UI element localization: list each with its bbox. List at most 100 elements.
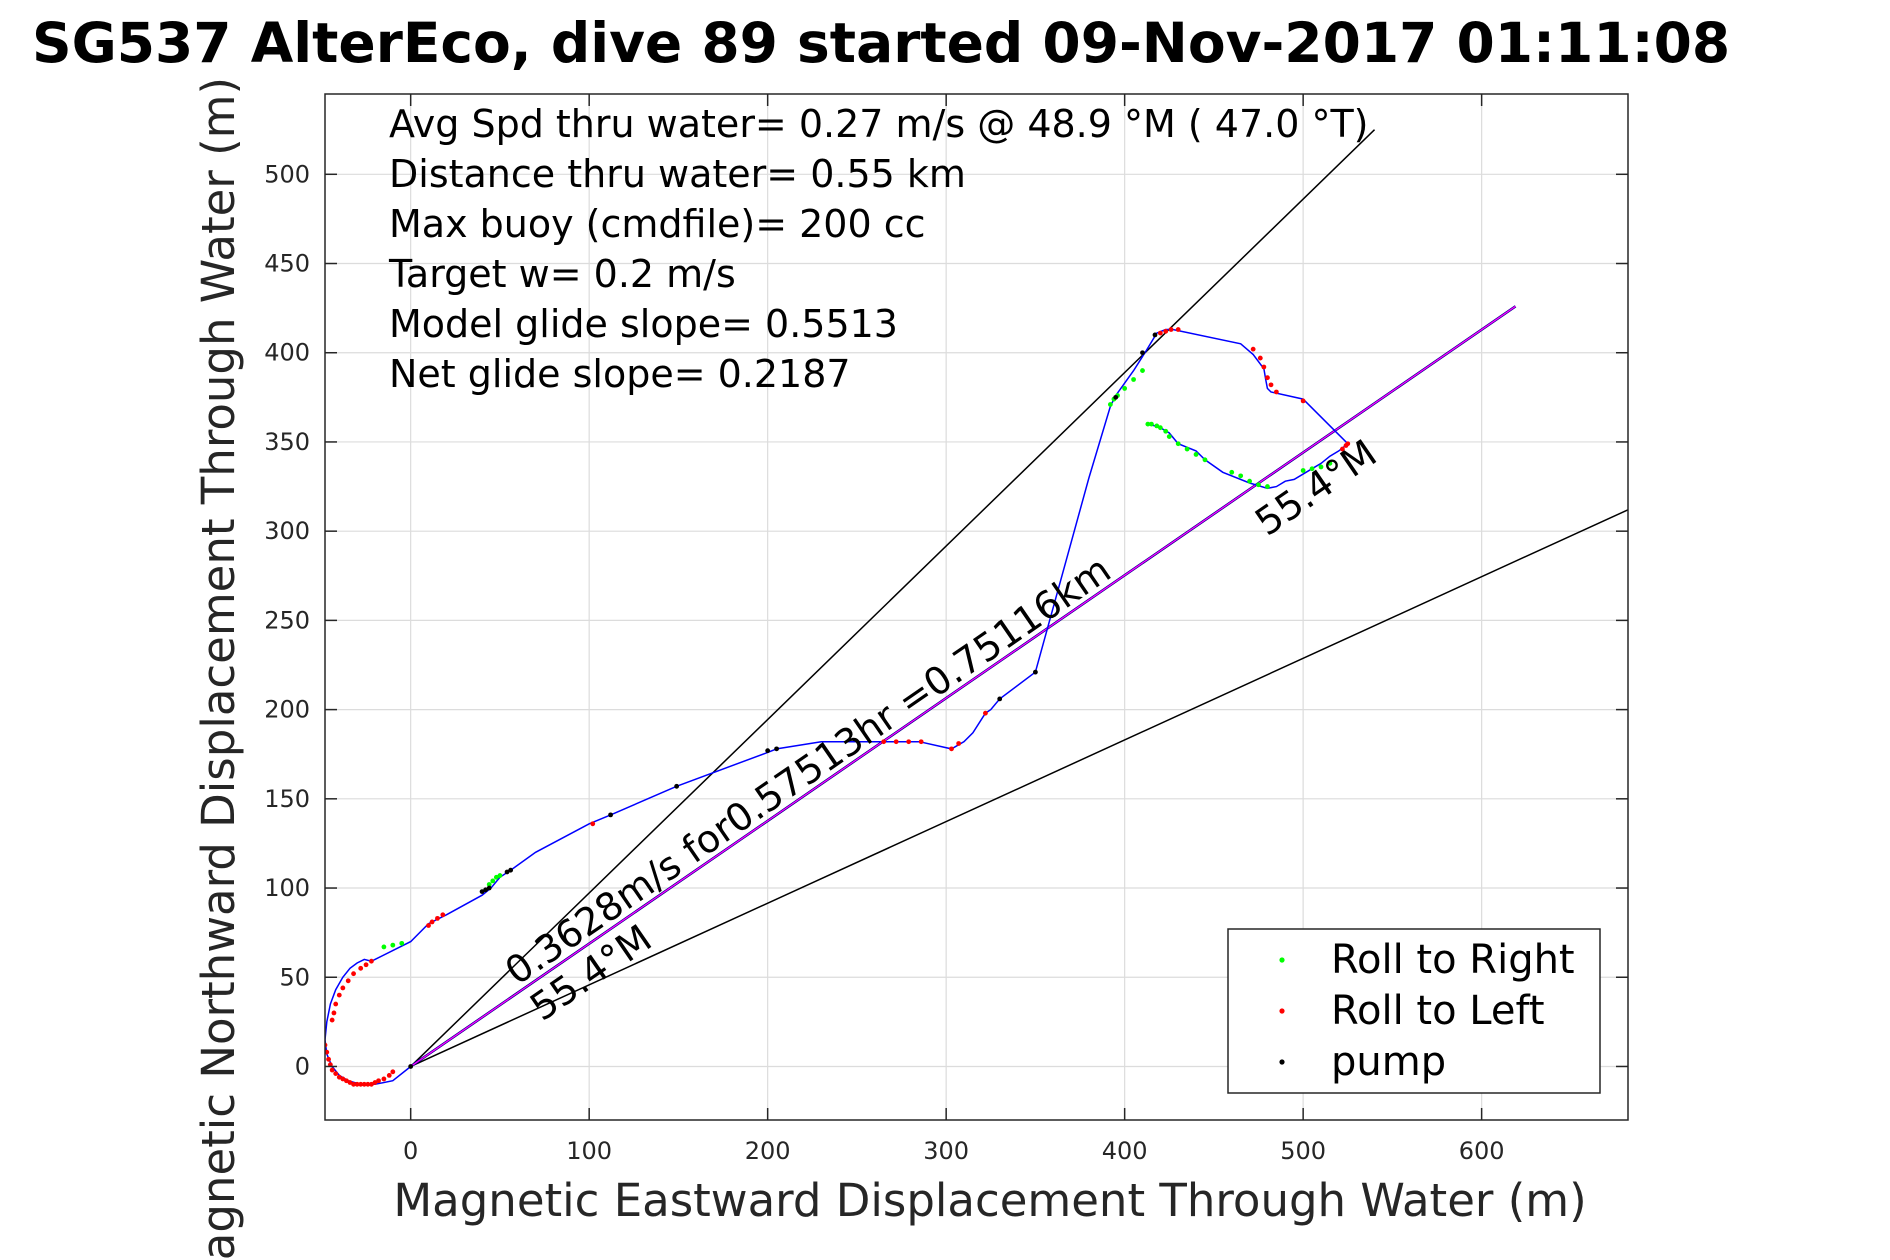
roll-left-point: [376, 1078, 381, 1084]
roll-left-point: [1257, 355, 1263, 361]
roll-left-point: [1340, 446, 1345, 452]
roll-right-point: [1318, 464, 1324, 470]
legend-marker-roll-left: [1279, 1008, 1285, 1014]
roll-right-point: [490, 878, 496, 884]
y-tick-label: 300: [264, 517, 310, 545]
roll-right-point: [1154, 423, 1160, 429]
model-heading-line: [410, 305, 1516, 1068]
roll-left-point: [1250, 346, 1256, 352]
roll-left-point: [351, 1081, 356, 1087]
roll-left-point: [329, 1017, 335, 1023]
roll-left-point: [325, 1049, 330, 1055]
y-tick-label: 400: [264, 339, 310, 367]
speed-annotation: 0.3628m/s for0.57513hr =0.75116km: [497, 547, 1118, 993]
cone-lower-line: [410, 509, 1628, 1068]
x-tick-label: 100: [566, 1137, 612, 1165]
roll-left-point: [336, 992, 342, 998]
pump-point: [1140, 350, 1145, 356]
x-tick-label: 500: [1280, 1137, 1326, 1165]
legend: Roll to Right Roll to Left pump: [1227, 928, 1601, 1094]
roll-left-point: [345, 978, 351, 984]
y-tick-label: 500: [264, 160, 310, 188]
pump-point: [674, 783, 680, 789]
grid: [325, 94, 1628, 1120]
roll-right-point: [1327, 460, 1333, 466]
roll-right-point: [1229, 469, 1235, 475]
roll-left-point: [1345, 441, 1351, 447]
pump-point: [479, 889, 485, 895]
roll-right-point: [1166, 434, 1172, 439]
roll-right-point: [1300, 468, 1306, 473]
legend-label-roll-left: Roll to Left: [1331, 988, 1545, 1034]
roll-right-point: [486, 882, 492, 887]
dive-statistics: Avg Spd thru water= 0.27 m/s @ 48.9 °M (…: [388, 102, 1369, 396]
roll-left-point: [363, 962, 369, 968]
x-axis-label: Magnetic Eastward Displacement Through W…: [393, 1174, 1586, 1227]
roll-right-point: [1184, 446, 1190, 452]
roll-left-point: [365, 1081, 371, 1087]
roll-left-point: [347, 1080, 353, 1085]
legend-marker-roll-right: [1279, 957, 1285, 963]
info-avg-speed: Avg Spd thru water= 0.27 m/s @ 48.9 °M (…: [389, 102, 1369, 146]
y-axis-label: Magnetic Northward Displacement Through …: [192, 77, 245, 1260]
roll-left-point: [344, 1078, 349, 1084]
x-tick-label: 0: [403, 1137, 418, 1165]
roll-right-point: [1107, 402, 1113, 407]
roll-left-point: [358, 1081, 364, 1087]
roll-right-point: [1265, 484, 1270, 489]
pump-point: [765, 748, 771, 754]
roll-left-point: [435, 915, 440, 921]
legend-label-pump: pump: [1331, 1039, 1446, 1085]
roll-left-point: [956, 741, 962, 746]
data-markers: [325, 327, 1351, 1087]
pump-point: [408, 1064, 414, 1069]
track-line: [325, 328, 1349, 1086]
roll-right-point: [381, 944, 387, 950]
legend-label-roll-right: Roll to Right: [1331, 937, 1575, 983]
roll-left-point: [1157, 330, 1163, 336]
roll-left-point: [381, 1076, 387, 1082]
roll-left-point: [331, 1010, 337, 1016]
pump-point: [486, 885, 492, 891]
roll-left-point: [590, 821, 596, 827]
roll-right-point: [1131, 377, 1136, 382]
roll-left-point: [1261, 364, 1267, 370]
y-tick-label: 350: [264, 428, 310, 456]
roll-right-point: [1122, 386, 1128, 391]
roll-right-point: [1140, 368, 1145, 373]
reference-lines: [409, 129, 1628, 1068]
roll-right-point: [497, 873, 503, 878]
roll-left-point: [390, 1069, 396, 1075]
roll-left-point: [1273, 389, 1279, 395]
info-model-glide-slope: Model glide slope= 0.5513: [389, 302, 898, 346]
y-tick-label: 50: [279, 963, 310, 991]
roll-right-point: [1163, 428, 1169, 434]
pump-point: [1152, 332, 1158, 338]
roll-right-point: [1309, 466, 1315, 472]
roll-left-point: [329, 1067, 335, 1073]
y-tick-label: 100: [264, 874, 310, 902]
roll-left-point: [1265, 375, 1270, 381]
pump-point: [504, 869, 510, 875]
pump-point: [997, 696, 1003, 702]
roll-left-point: [372, 1080, 378, 1085]
y-tick-label: 200: [264, 696, 310, 724]
roll-left-point: [1168, 327, 1174, 332]
cone-upper-line: [410, 129, 1376, 1068]
legend-marker-pump: [1279, 1059, 1285, 1065]
roll-left-point: [1163, 328, 1169, 334]
roll-right-point: [1157, 425, 1163, 431]
roll-left-point: [358, 965, 364, 971]
roll-right-point: [1256, 482, 1261, 488]
info-net-glide-slope: Net glide slope= 0.2187: [389, 352, 851, 396]
roll-right-point: [1175, 441, 1181, 447]
roll-right-point: [1247, 478, 1252, 484]
roll-left-point: [336, 1074, 342, 1080]
pump-point: [508, 867, 514, 873]
roll-left-point: [1300, 398, 1306, 404]
roll-left-point: [369, 1081, 374, 1087]
x-tick-label: 600: [1459, 1137, 1505, 1165]
pump-point: [774, 746, 779, 752]
x-tick-label: 200: [745, 1137, 791, 1165]
